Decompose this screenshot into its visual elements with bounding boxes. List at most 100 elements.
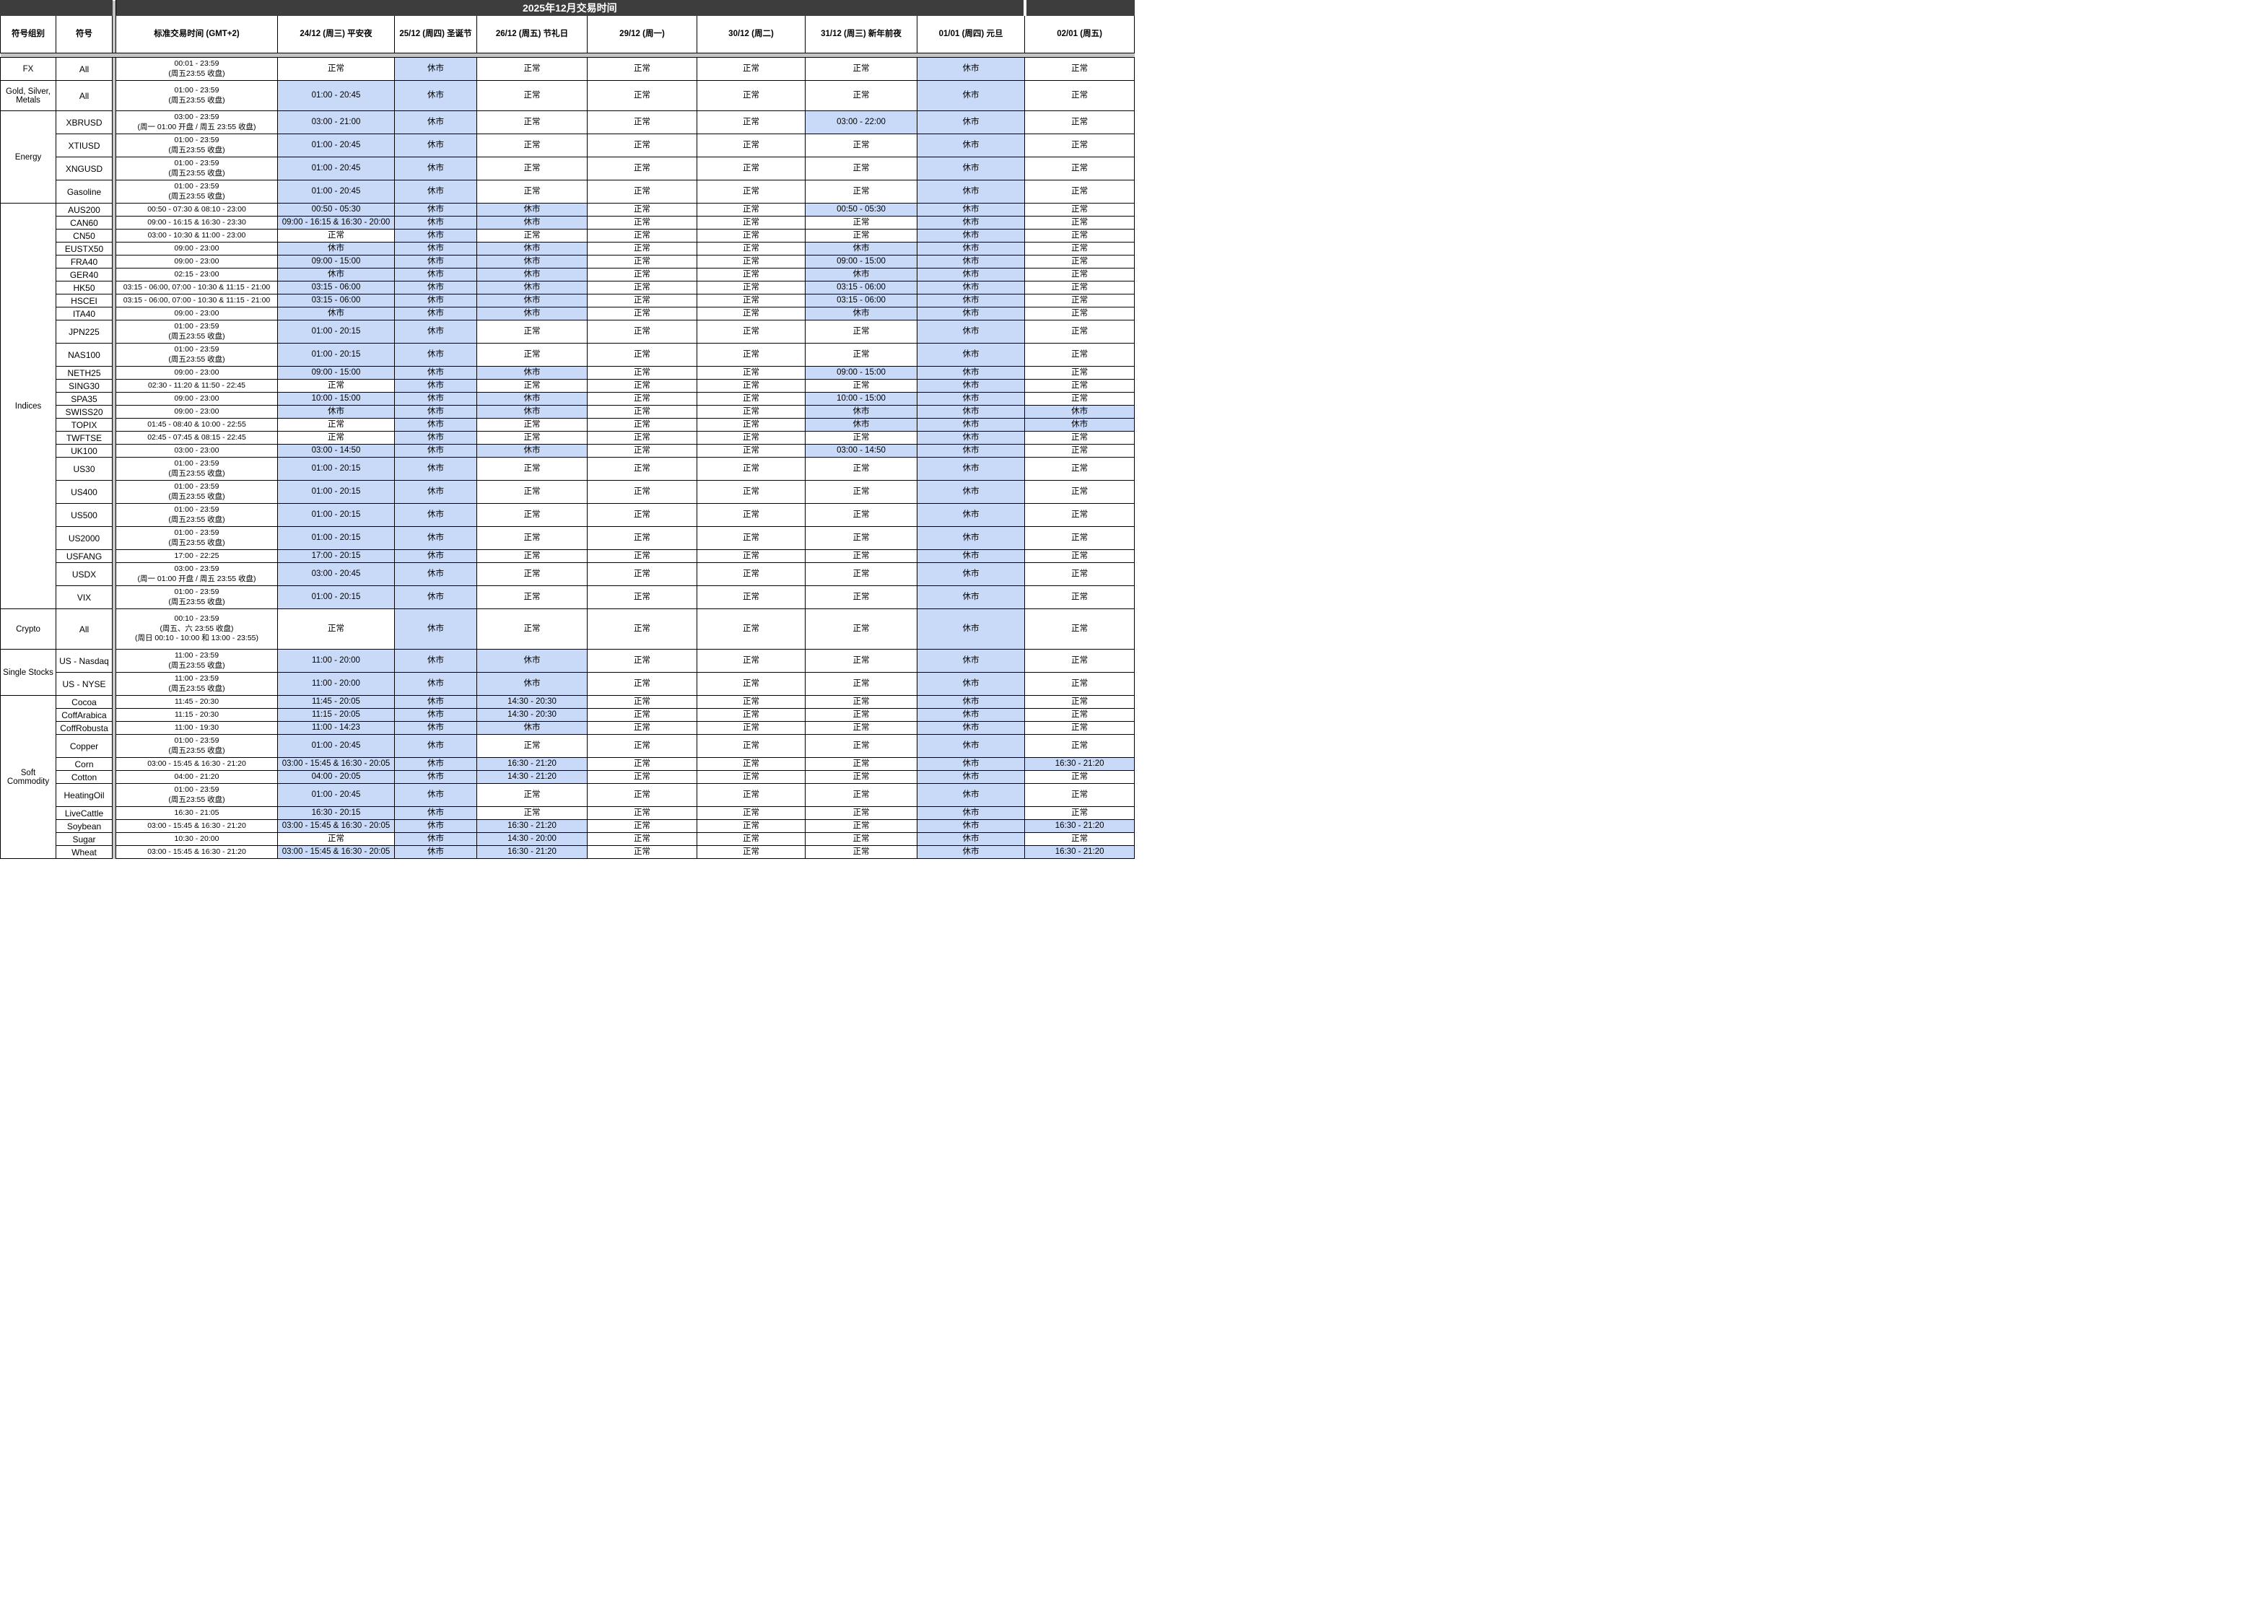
schedule-cell: 休市 [394, 255, 477, 269]
schedule-cell: 01:00 - 20:45 [277, 134, 395, 157]
standard-hours-cell: 03:00 - 15:45 & 16:30 - 21:20 [115, 819, 278, 833]
schedule-cell: 正常 [1024, 708, 1135, 722]
schedule-cell: 正常 [1024, 695, 1135, 709]
schedule-cell: 正常 [277, 832, 395, 846]
symbol-cell: NETH25 [56, 366, 113, 380]
schedule-cell: 正常 [697, 281, 806, 294]
table-row: Cotton 04:00 - 21:20 04:00 - 20:05 休市 14:30 … [1, 770, 1135, 784]
schedule-cell: 休市 [394, 672, 477, 696]
schedule-cell: 休市 [916, 806, 1026, 820]
symbol-cell: HeatingOil [56, 783, 113, 807]
schedule-cell: 正常 [1024, 526, 1135, 550]
standard-hours-cell: 09:00 - 23:00 [115, 307, 278, 320]
schedule-cell: 休市 [394, 832, 477, 846]
title-bar: 2025年12月交易时间 [0, 0, 1135, 16]
schedule-cell: 正常 [697, 418, 806, 432]
schedule-cell: 14:30 - 20:00 [476, 832, 588, 846]
schedule-cell: 正常 [587, 503, 697, 527]
symbol-cell: GER40 [56, 268, 113, 281]
schedule-cell: 休市 [394, 708, 477, 722]
schedule-cell: 03:15 - 06:00 [805, 294, 917, 307]
standard-hours-cell: 01:00 - 23:59 (周五23:55 收盘) [115, 585, 278, 609]
table-row: JPN225 01:00 - 23:59 (周五23:55 收盘) 01:00 - … [1, 320, 1135, 344]
schedule-cell: 11:45 - 20:05 [277, 695, 395, 709]
schedule-cell: 正常 [1024, 457, 1135, 481]
schedule-cell: 休市 [394, 157, 477, 180]
title-bar-left-segment [0, 0, 113, 16]
standard-hours-cell: 11:00 - 23:59 (周五23:55 收盘) [115, 672, 278, 696]
schedule-cell: 正常 [697, 770, 806, 784]
schedule-cell: 休市 [916, 783, 1026, 807]
table-row: SPA35 09:00 - 23:00 10:00 - 15:00 休市 休市 正常 正常 1… [1, 392, 1135, 406]
schedule-cell: 正常 [1024, 444, 1135, 458]
standard-hours-cell: 03:15 - 06:00, 07:00 - 10:30 & 11:15 - 2… [115, 294, 278, 307]
standard-hours-cell: 00:50 - 07:30 & 08:10 - 23:00 [115, 203, 278, 217]
symbol-cell: Corn [56, 757, 113, 771]
table-row: Copper 01:00 - 23:59 (周五23:55 收盘) 01:00 - … [1, 734, 1135, 758]
schedule-cell: 正常 [476, 229, 588, 243]
schedule-cell: 休市 [916, 229, 1026, 243]
schedule-cell: 休市 [277, 268, 395, 281]
schedule-cell: 正常 [805, 216, 917, 230]
schedule-cell: 03:00 - 15:45 & 16:30 - 20:05 [277, 845, 395, 859]
schedule-cell: 正常 [805, 672, 917, 696]
symbol-cell: AUS200 [56, 203, 113, 217]
schedule-cell: 11:00 - 20:00 [277, 649, 395, 673]
schedule-cell: 正常 [476, 562, 588, 586]
schedule-cell: 休市 [476, 242, 588, 256]
schedule-cell: 正常 [697, 608, 806, 650]
table-row: USDX 03:00 - 23:59 (周一 01:00 开盘 / 周五 23:5… [1, 562, 1135, 586]
schedule-cell: 休市 [394, 307, 477, 320]
schedule-cell: 休市 [916, 845, 1026, 859]
trading-hours-table: 2025年12月交易时间 符号组别 符号 标准交易时间 (GMT+2) 24/1… [0, 0, 1135, 859]
standard-hours-cell: 00:01 - 23:59 (周五23:55 收盘) [115, 57, 278, 81]
schedule-cell: 休市 [476, 366, 588, 380]
schedule-cell: 09:00 - 15:00 [277, 255, 395, 269]
standard-hours-cell: 04:00 - 21:20 [115, 770, 278, 784]
schedule-cell: 休市 [916, 562, 1026, 586]
schedule-cell: 正常 [476, 134, 588, 157]
standard-hours-cell: 01:00 - 23:59 (周五23:55 收盘) [115, 734, 278, 758]
schedule-cell: 正常 [476, 57, 588, 81]
schedule-cell: 01:00 - 20:45 [277, 783, 395, 807]
schedule-cell: 正常 [697, 562, 806, 586]
schedule-cell: 正常 [1024, 379, 1135, 393]
table-row: VIX 01:00 - 23:59 (周五23:55 收盘) 01:00 - 20:… [1, 585, 1135, 609]
standard-hours-cell: 01:00 - 23:59 (周五23:55 收盘) [115, 457, 278, 481]
standard-hours-cell: 09:00 - 23:00 [115, 392, 278, 406]
schedule-cell: 正常 [1024, 294, 1135, 307]
schedule-cell: 休市 [916, 379, 1026, 393]
schedule-cell: 正常 [697, 320, 806, 344]
table-row: NAS100 01:00 - 23:59 (周五23:55 收盘) 01:00 - … [1, 343, 1135, 367]
schedule-cell: 休市 [476, 216, 588, 230]
table-row: US30 01:00 - 23:59 (周五23:55 收盘) 01:00 - 20… [1, 457, 1135, 481]
schedule-cell: 正常 [1024, 783, 1135, 807]
schedule-cell: 正常 [697, 819, 806, 833]
schedule-cell: 正常 [277, 57, 395, 81]
schedule-cell: 正常 [697, 216, 806, 230]
schedule-cell: 正常 [805, 562, 917, 586]
schedule-cell: 正常 [697, 708, 806, 722]
standard-hours-cell: 01:00 - 23:59 (周五23:55 收盘) [115, 526, 278, 550]
schedule-cell: 正常 [587, 229, 697, 243]
standard-hours-cell: 01:00 - 23:59 (周五23:55 收盘) [115, 503, 278, 527]
symbol-cell: TWFTSE [56, 431, 113, 445]
schedule-cell: 休市 [394, 549, 477, 563]
schedule-cell: 正常 [805, 80, 917, 111]
schedule-cell: 休市 [916, 216, 1026, 230]
standard-hours-cell: 11:15 - 20:30 [115, 708, 278, 722]
schedule-cell: 正常 [697, 157, 806, 180]
standard-hours-cell: 03:00 - 15:45 & 16:30 - 21:20 [115, 845, 278, 859]
schedule-cell: 正常 [697, 832, 806, 846]
standard-hours-cell: 01:00 - 23:59 (周五23:55 收盘) [115, 783, 278, 807]
schedule-cell: 正常 [587, 307, 697, 320]
symbol-cell: CoffArabica [56, 708, 113, 722]
standard-hours-cell: 02:45 - 07:45 & 08:15 - 22:45 [115, 431, 278, 445]
schedule-cell: 正常 [697, 757, 806, 771]
schedule-cell: 正常 [697, 585, 806, 609]
schedule-cell: 正常 [1024, 229, 1135, 243]
schedule-cell: 正常 [476, 320, 588, 344]
standard-hours-cell: 03:00 - 23:59 (周一 01:00 开盘 / 周五 23:55 收盘… [115, 562, 278, 586]
schedule-cell: 休市 [916, 608, 1026, 650]
schedule-cell: 休市 [394, 819, 477, 833]
